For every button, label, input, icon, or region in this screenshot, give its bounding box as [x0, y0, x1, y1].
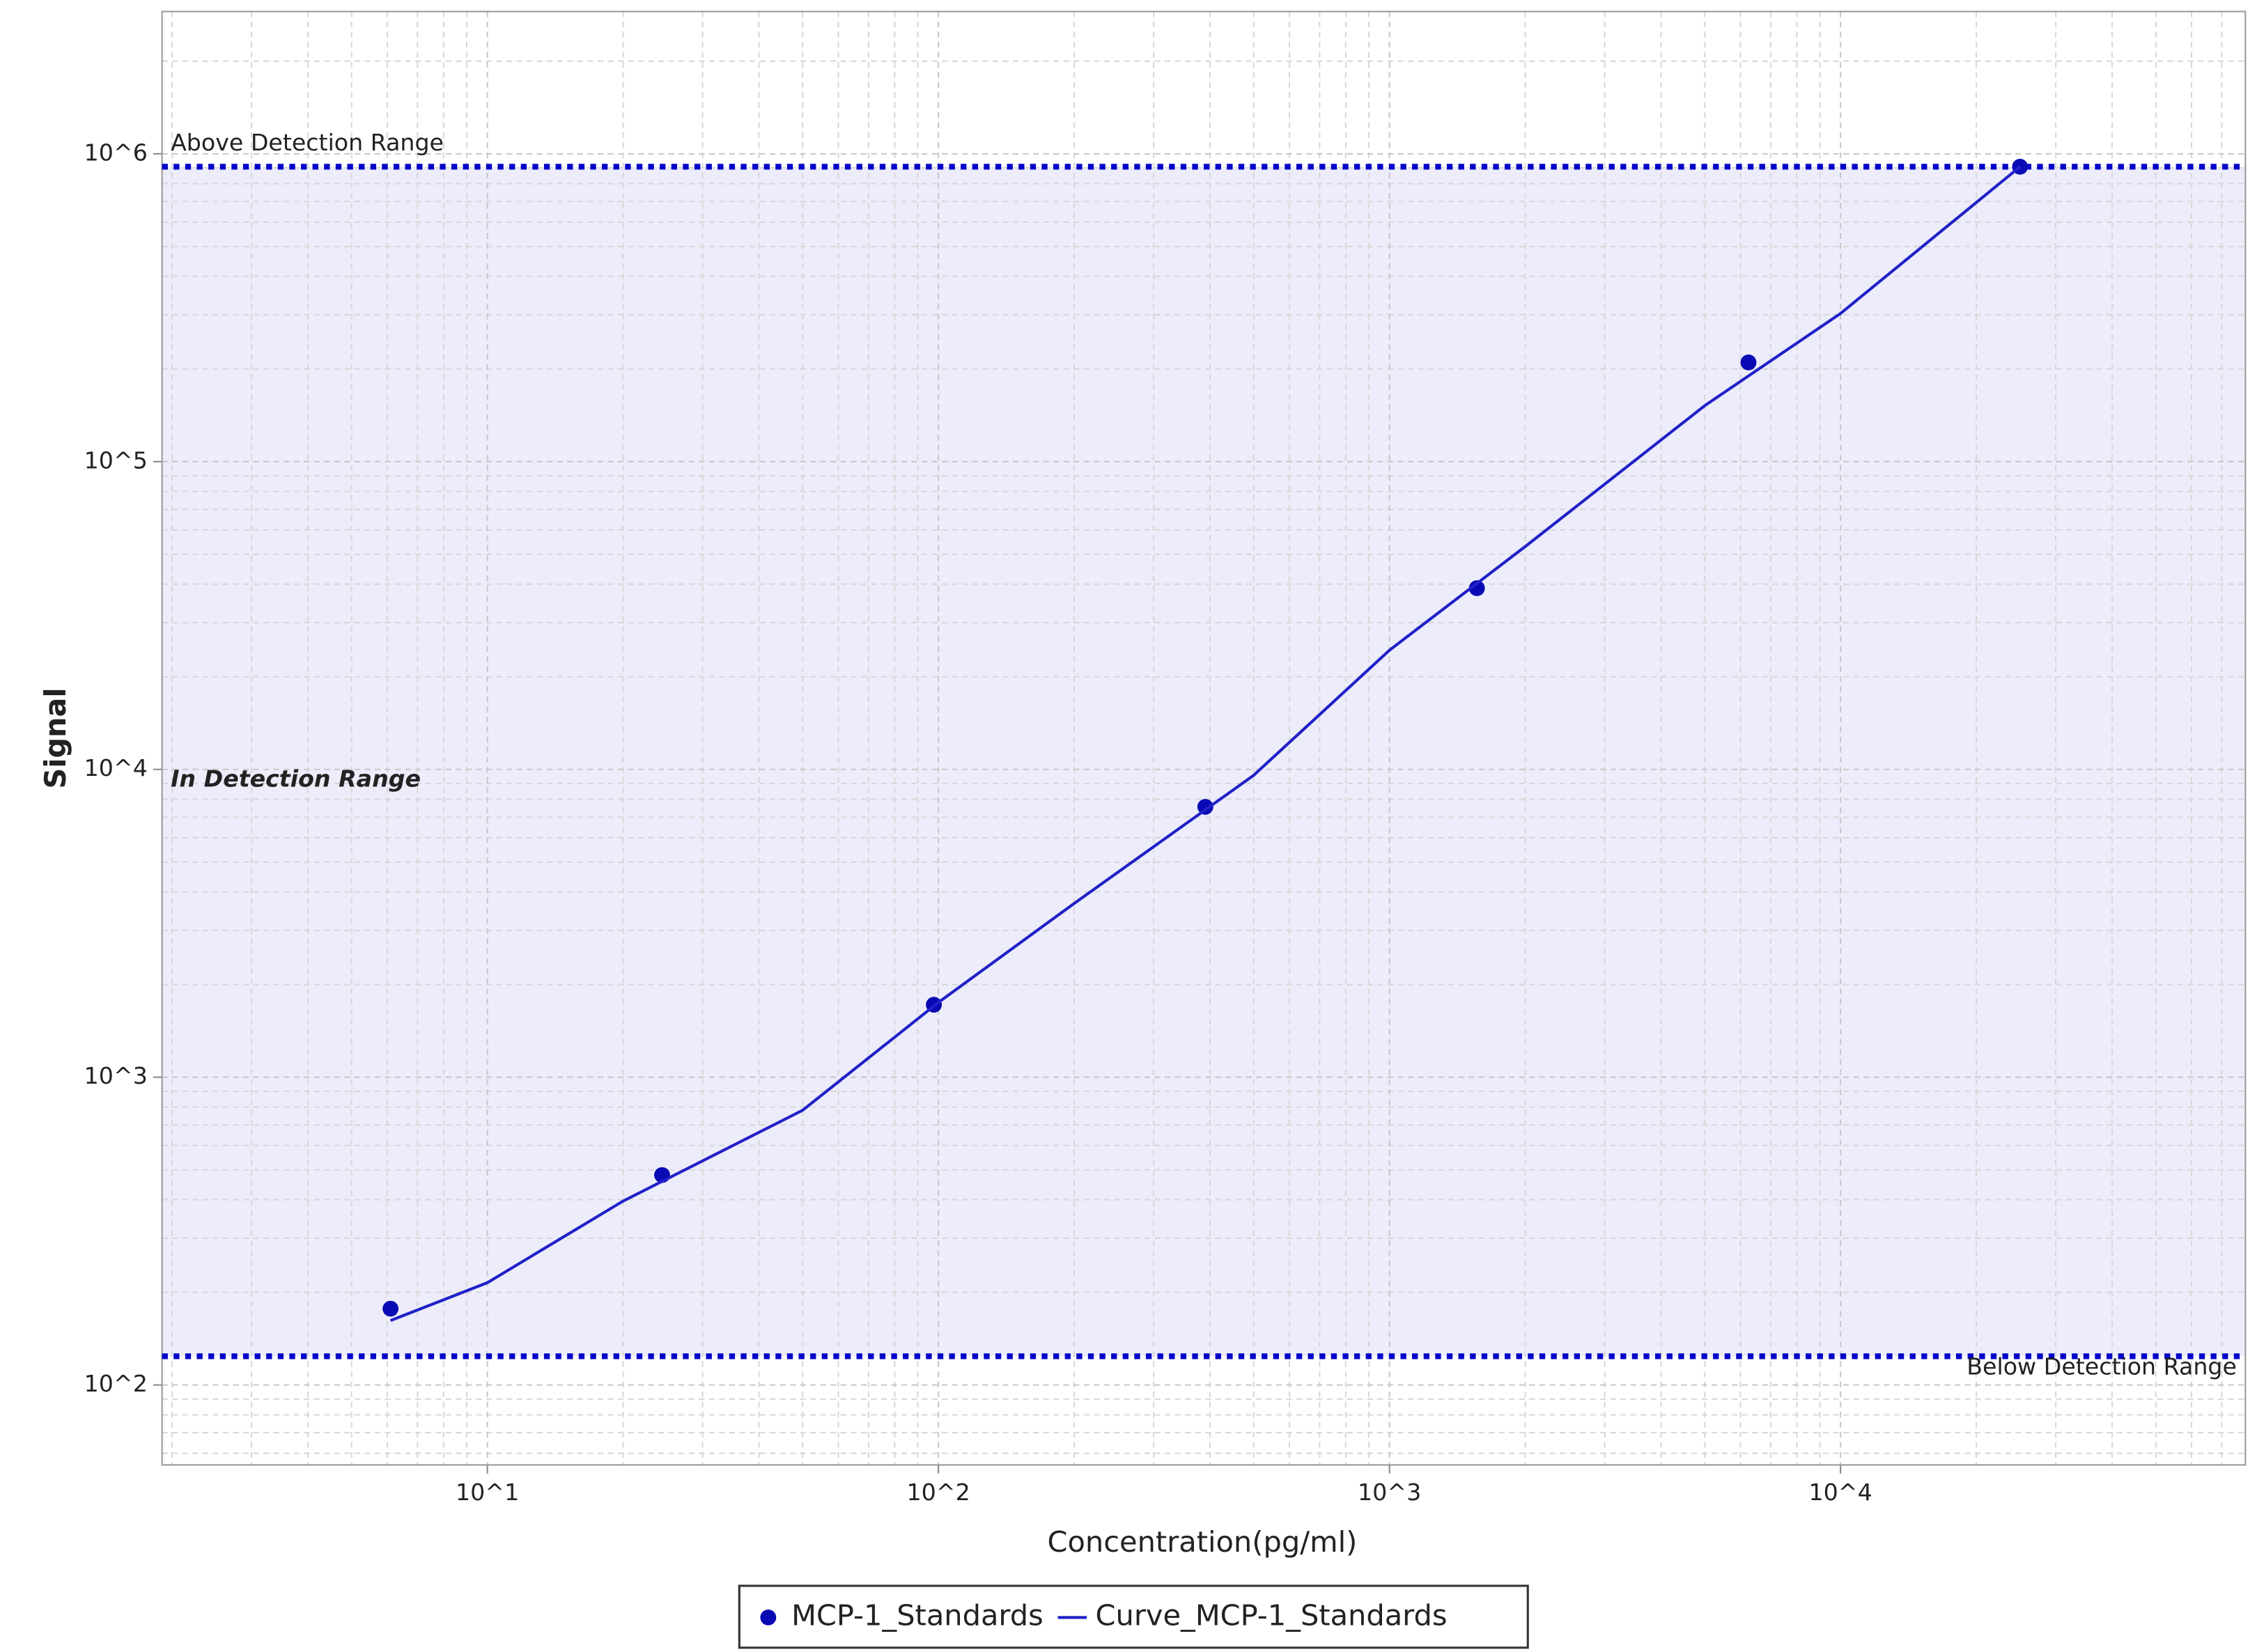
y-tick-label: 10^6 — [84, 139, 148, 166]
y-tick-label: 10^3 — [84, 1062, 148, 1089]
x-tick-label: 10^1 — [456, 1479, 519, 1506]
point — [1740, 354, 1757, 371]
curve — [389, 165, 2022, 1322]
detection-range-area — [162, 166, 2246, 1357]
y-tick-label: 10^2 — [84, 1370, 148, 1397]
legend-label: Curve_MCP-1_Standards — [1096, 1598, 1448, 1632]
lower-detection-label: Below Detection Range — [1967, 1353, 2237, 1380]
x-tick-label: 10^3 — [1358, 1479, 1421, 1506]
point — [1468, 580, 1485, 596]
x-axis-label: Concentration(pg/ml) — [1047, 1525, 1357, 1559]
x-tick-label: 10^2 — [907, 1479, 970, 1506]
point — [382, 1300, 399, 1317]
plot-frame — [161, 10, 2247, 1466]
y-axis-label: Signal — [39, 687, 72, 788]
y-tick-label: 10^5 — [84, 446, 148, 474]
upper-detection-label: Above Detection Range — [171, 129, 444, 156]
legend-label: MCP-1_Standards — [791, 1598, 1044, 1632]
legend-box — [738, 1584, 1529, 1649]
point — [1197, 799, 1213, 815]
x-tick-label: 10^4 — [1809, 1479, 1872, 1506]
y-tick-label: 10^4 — [84, 754, 148, 781]
legend-marker — [760, 1610, 777, 1626]
in-detection-label: In Detection Range — [171, 765, 421, 793]
